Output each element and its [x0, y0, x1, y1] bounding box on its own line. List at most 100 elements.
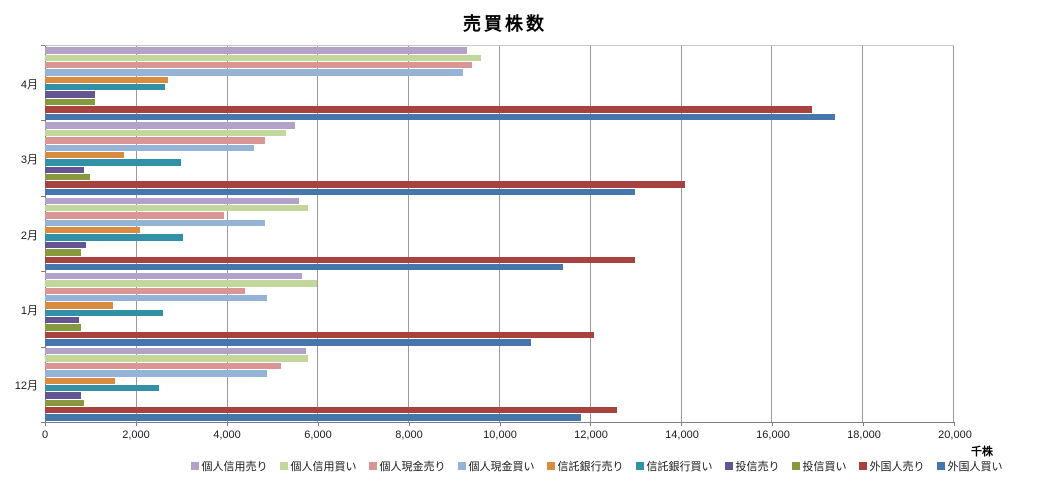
- legend-label: 外国人買い: [947, 461, 1003, 473]
- gridline: [135, 46, 137, 422]
- legend-item-信託銀行買い: 信託銀行買い: [635, 458, 713, 474]
- legend-item-投信売り: 投信売り: [724, 458, 780, 474]
- bar-個人信用売り-4月: [45, 47, 468, 54]
- gridline: [771, 46, 773, 422]
- legend-item-信託銀行売り: 信託銀行売り: [546, 458, 624, 474]
- bar-投信売り-12月: [45, 392, 82, 399]
- bar-信託銀行売り-1月: [45, 302, 114, 309]
- x-axis-tick-label: 10,000: [483, 429, 517, 441]
- legend-label: 個人信用売り: [201, 461, 268, 473]
- x-axis-tickmark: [863, 422, 865, 426]
- legend-label: 投信買い: [802, 461, 847, 473]
- bar-外国人売り-12月: [45, 407, 618, 414]
- x-axis-tickmark: [590, 422, 592, 426]
- legend-label: 信託銀行売り: [557, 461, 624, 473]
- bar-個人信用買い-2月: [45, 204, 309, 212]
- x-axis-tick-label: 2,000: [122, 429, 150, 441]
- x-axis-ticks: 0 2,000 4,000 6,000 8,000 10,000 12,000 14,000 1…: [42, 429, 972, 443]
- legend-swatch: [791, 462, 800, 470]
- bar-外国人買い-12月: [45, 414, 581, 421]
- bar-信託銀行売り-12月: [45, 377, 116, 384]
- legend-label: 外国人売り: [869, 461, 925, 473]
- legend-swatch: [936, 462, 945, 470]
- legend-item-外国人買い: 外国人買い: [936, 458, 1003, 474]
- bar-外国人買い-2月: [45, 264, 563, 271]
- bar-信託銀行買い-12月: [45, 384, 159, 392]
- x-axis-tickmark: [135, 422, 137, 426]
- y-axis-label-2月: 2月: [20, 229, 38, 242]
- bar-信託銀行買い-2月: [45, 234, 184, 241]
- bar-個人現金売り-1月: [45, 287, 245, 294]
- legend-swatch: [190, 462, 199, 470]
- x-axis-tickmark: [954, 422, 955, 426]
- legend-label: 投信売り: [735, 461, 780, 473]
- bar-個人信用買い-12月: [45, 355, 309, 362]
- bar-外国人売り-4月: [45, 106, 813, 113]
- y-axis-tickmark: [41, 271, 45, 273]
- legend-swatch: [457, 462, 466, 470]
- bar-外国人売り-1月: [45, 331, 595, 339]
- bar-個人信用買い-4月: [45, 54, 481, 61]
- bar-個人信用売り-3月: [45, 122, 295, 129]
- legend: 個人信用売り 個人信用買い 個人現金売り 個人現金買い 信託銀行売り 信託銀行買い 投信売り…: [150, 457, 1043, 475]
- bar-group-3月: [45, 121, 953, 196]
- bar-信託銀行売り-4月: [45, 76, 168, 84]
- bar-外国人売り-3月: [45, 181, 686, 188]
- y-axis-label-4月: 4月: [20, 78, 38, 91]
- bar-投信買い-4月: [45, 98, 95, 106]
- bar-個人現金売り-2月: [45, 212, 225, 219]
- y-axis-tickmark: [41, 45, 45, 46]
- bar-個人現金買い-2月: [45, 219, 266, 227]
- plot-area: [45, 45, 954, 422]
- bar-個人現金売り-3月: [45, 137, 266, 144]
- bar-投信買い-3月: [45, 174, 91, 181]
- y-axis-tickmark: [41, 195, 45, 197]
- bar-外国人買い-3月: [45, 188, 636, 196]
- legend-item-個人信用買い: 個人信用買い: [279, 458, 357, 474]
- y-axis-tickmark: [41, 346, 45, 348]
- legend-swatch: [724, 462, 733, 470]
- x-axis-tick-label: 4,000: [213, 429, 241, 441]
- legend-swatch: [279, 462, 288, 470]
- x-axis-tickmark: [772, 422, 774, 426]
- legend-swatch: [858, 462, 867, 470]
- bar-外国人買い-4月: [45, 113, 835, 121]
- bar-個人信用買い-3月: [45, 129, 286, 137]
- bar-個人現金買い-1月: [45, 294, 268, 302]
- gridline: [45, 46, 46, 422]
- bar-個人信用売り-12月: [45, 347, 307, 355]
- legend-label: 個人現金売り: [379, 461, 446, 473]
- bar-個人信用売り-1月: [45, 272, 302, 280]
- bar-group-4月: [45, 46, 953, 121]
- legend-label: 信託銀行買い: [646, 461, 713, 473]
- bar-投信買い-12月: [45, 399, 84, 407]
- gridline: [408, 46, 410, 422]
- x-axis-tickmark: [45, 422, 46, 426]
- chart-title: 売買株数: [463, 14, 547, 34]
- gridline: [226, 46, 228, 422]
- bar-個人現金買い-4月: [45, 69, 463, 76]
- legend-item-個人現金買い: 個人現金買い: [457, 458, 535, 474]
- bar-個人現金売り-4月: [45, 61, 472, 69]
- legend-label: 個人現金買い: [468, 461, 535, 473]
- y-axis-label-3月: 3月: [20, 154, 38, 167]
- legend-label: 個人信用買い: [290, 461, 357, 473]
- bar-投信売り-2月: [45, 241, 86, 249]
- bar-投信買い-2月: [45, 249, 82, 256]
- bar-信託銀行買い-3月: [45, 159, 182, 166]
- y-axis-tickmark: [41, 120, 45, 122]
- bar-信託銀行売り-3月: [45, 151, 125, 159]
- legend-item-投信買い: 投信買い: [791, 458, 847, 474]
- bar-group-12月: [45, 347, 953, 422]
- x-axis-unit-label: 千株: [971, 446, 993, 458]
- bar-group-1月: [45, 272, 953, 347]
- x-axis-tickmark: [317, 422, 319, 426]
- bar-信託銀行売り-2月: [45, 227, 141, 234]
- x-axis-tick-label: 8,000: [395, 429, 423, 441]
- x-axis-tick-label: 6,000: [304, 429, 332, 441]
- gridline: [589, 46, 591, 422]
- gridline: [499, 46, 500, 422]
- bar-投信売り-1月: [45, 317, 80, 324]
- gridline: [680, 46, 682, 422]
